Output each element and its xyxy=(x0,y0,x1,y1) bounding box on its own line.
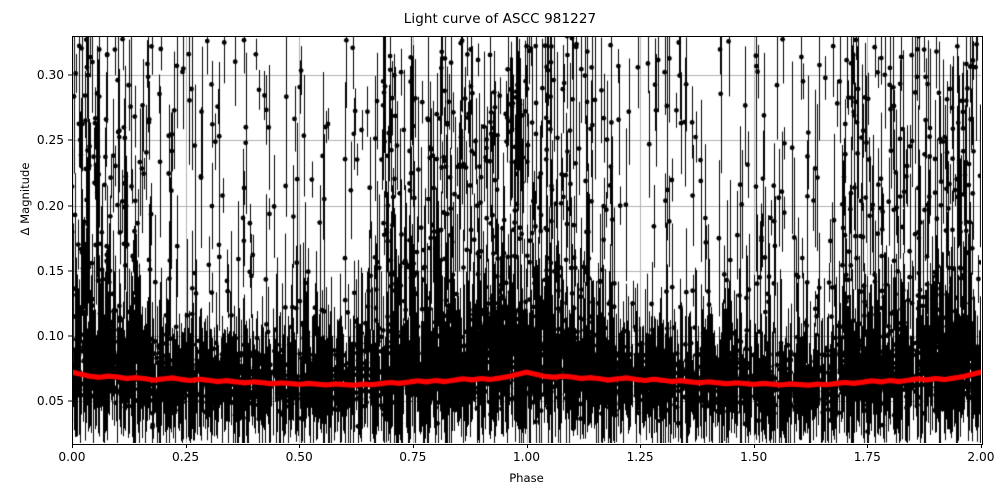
x-tick-mark xyxy=(185,444,187,448)
y-tick-mark xyxy=(68,139,72,141)
y-tick-label: 0.10 xyxy=(36,329,64,344)
y-tick-label: 0.20 xyxy=(36,198,64,213)
x-tick-mark xyxy=(412,444,414,448)
x-tick-mark xyxy=(867,444,869,448)
x-tick-mark xyxy=(753,444,755,448)
x-tick-mark xyxy=(72,444,73,448)
x-tick-mark xyxy=(981,444,982,448)
x-tick-label: 0.75 xyxy=(399,450,427,464)
page-title: Light curve of ASCC 981227 xyxy=(403,11,597,27)
x-tick-label: 2.00 xyxy=(967,450,995,464)
y-tick-label: 0.30 xyxy=(36,68,64,83)
x-tick-label: 1.75 xyxy=(853,450,881,464)
y-tick-mark xyxy=(68,270,72,272)
plot-axes xyxy=(72,36,981,443)
y-tick-label: 0.15 xyxy=(36,263,64,278)
x-tick-label: 0.25 xyxy=(172,450,200,464)
x-tick-label: 1.25 xyxy=(626,450,654,464)
y-tick-mark xyxy=(68,74,72,76)
x-tick-label: 0.50 xyxy=(285,450,313,464)
x-axis-label: Phase xyxy=(509,471,544,485)
x-tick-mark xyxy=(299,444,301,448)
y-axis-tick-labels: 0.05 0.10 0.15 0.20 0.25 0.30 xyxy=(0,0,72,500)
y-tick-label: 0.25 xyxy=(36,133,64,148)
y-tick-label: 0.05 xyxy=(36,394,64,409)
x-tick-mark xyxy=(526,444,528,448)
x-tick-label: 1.50 xyxy=(740,450,768,464)
y-tick-mark xyxy=(68,205,72,207)
x-tick-label: 1.00 xyxy=(512,450,541,464)
x-tick-label: 0.00 xyxy=(58,450,86,464)
light-curve-canvas xyxy=(72,36,981,443)
y-tick-mark xyxy=(68,400,72,402)
plot-canvas-holder xyxy=(72,36,981,443)
y-tick-mark xyxy=(68,335,72,337)
y-axis-label: Δ Magnitude xyxy=(18,162,32,236)
x-tick-mark xyxy=(640,444,642,448)
